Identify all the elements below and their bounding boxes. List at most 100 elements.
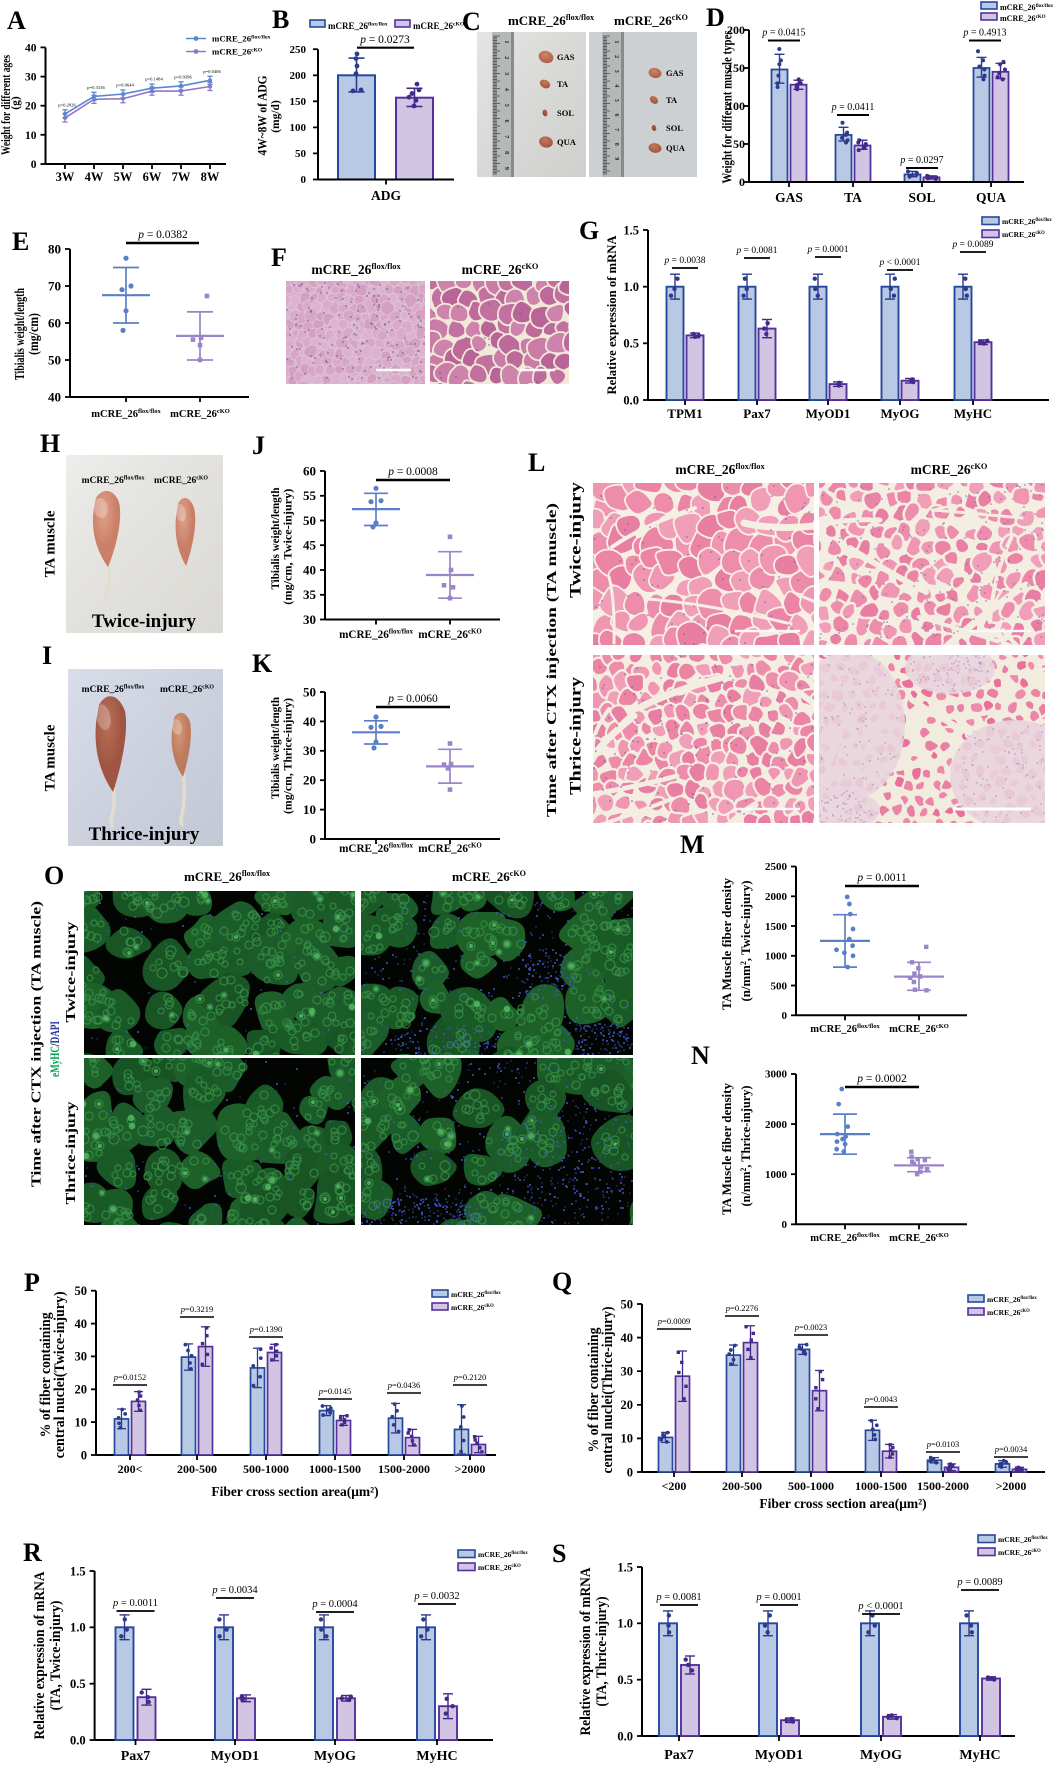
svg-text:10: 10	[75, 1415, 88, 1429]
svg-text:p = 0.0297: p = 0.0297	[899, 155, 943, 166]
svg-text:SOL: SOL	[908, 190, 935, 205]
svg-text:1500: 1500	[765, 921, 788, 933]
svg-text:D: D	[706, 3, 725, 32]
svg-text:10: 10	[303, 802, 316, 817]
svg-text:p=0.0009: p=0.0009	[657, 1316, 690, 1326]
svg-text:2000: 2000	[765, 891, 788, 903]
svg-text:mCRE_26flox/flox: mCRE_26flox/flox	[212, 34, 271, 44]
svg-text:(mg/cm, Twice-injury): (mg/cm, Twice-injury)	[283, 489, 295, 605]
svg-text:TA: TA	[557, 79, 569, 89]
svg-text:50: 50	[295, 148, 307, 160]
svg-text:20: 20	[25, 101, 37, 113]
svg-text:A: A	[7, 6, 26, 35]
svg-text:mCRE_26cKO: mCRE_26cKO	[418, 843, 482, 855]
svg-text:mCRE_26cKO: mCRE_26cKO	[452, 869, 526, 884]
svg-text:Pax7: Pax7	[743, 406, 771, 421]
svg-text:mCRE_26flox/flox: mCRE_26flox/flox	[82, 475, 145, 486]
svg-text:60: 60	[48, 315, 61, 330]
svg-text:1500-2000: 1500-2000	[378, 1462, 430, 1476]
svg-text:Relative expression of mRNA: Relative expression of mRNA	[605, 236, 619, 395]
svg-text:mCRE_26cKO: mCRE_26cKO	[212, 47, 263, 57]
svg-text:mCRE_26cKO: mCRE_26cKO	[1002, 230, 1045, 239]
svg-text:0.0: 0.0	[623, 393, 639, 407]
svg-text:Thrice-injury: Thrice-injury	[89, 824, 200, 845]
svg-text:C: C	[462, 7, 481, 36]
svg-text:40: 40	[303, 562, 316, 577]
svg-text:p=0.2926: p=0.2926	[58, 102, 76, 107]
svg-text:p = 0.0060: p = 0.0060	[387, 693, 438, 705]
svg-text:7: 7	[613, 128, 619, 131]
svg-text:(mg/cm): (mg/cm)	[27, 313, 42, 355]
svg-text:50: 50	[303, 684, 316, 699]
svg-text:6: 6	[613, 114, 619, 117]
svg-text:p=0.3136: p=0.3136	[87, 85, 105, 90]
svg-text:6W: 6W	[143, 170, 162, 184]
svg-text:mCRE_26cKO: mCRE_26cKO	[889, 1023, 949, 1035]
svg-text:MyOG: MyOG	[881, 406, 920, 421]
svg-text:mCRE_26flox/flox: mCRE_26flox/flox	[1002, 217, 1052, 226]
svg-text:F: F	[271, 243, 287, 272]
svg-text:mCRE_26flox/flox: mCRE_26flox/flox	[810, 1023, 880, 1035]
svg-text:Weight for different ages: Weight for different ages	[0, 55, 13, 155]
svg-text:Weight for different muscle ty: Weight for different muscle types	[721, 30, 736, 183]
svg-text:10: 10	[25, 130, 37, 142]
svg-text:mCRE_26cKO: mCRE_26cKO	[418, 629, 482, 641]
svg-text:4W~8W of ADG: 4W~8W of ADG	[256, 75, 270, 155]
svg-text:7: 7	[503, 135, 509, 138]
svg-text:8W: 8W	[201, 170, 220, 184]
svg-text:mCRE_26cKO: mCRE_26cKO	[889, 1232, 949, 1244]
svg-text:0: 0	[627, 1465, 633, 1479]
svg-text:H: H	[40, 429, 60, 458]
svg-text:100: 100	[727, 99, 745, 113]
svg-text:p=0.2276: p=0.2276	[725, 1303, 758, 1313]
svg-text:500: 500	[771, 980, 788, 992]
svg-text:(mg/cm, Thrice-injury): (mg/cm, Thrice-injury)	[283, 698, 295, 814]
svg-text:Thrice-injury: Thrice-injury	[568, 677, 585, 795]
svg-text:>2000: >2000	[455, 1462, 486, 1476]
svg-text:mCRE_26flox/flox: mCRE_26flox/flox	[82, 684, 145, 695]
svg-text:200-500: 200-500	[177, 1462, 217, 1476]
svg-text:50: 50	[621, 1297, 634, 1311]
svg-text:70: 70	[48, 278, 61, 293]
svg-text:Tibialis weight/length: Tibialis weight/length	[13, 288, 28, 380]
svg-text:50: 50	[303, 513, 316, 528]
svg-text:3000: 3000	[765, 1069, 788, 1081]
svg-text:K: K	[252, 649, 273, 678]
svg-text:p=0.2120: p=0.2120	[453, 1372, 486, 1382]
svg-text:p=0.0644: p=0.0644	[116, 82, 134, 87]
svg-text:TA: TA	[844, 190, 862, 205]
svg-text:p=0.9396: p=0.9396	[174, 74, 192, 79]
svg-text:QUA: QUA	[976, 190, 1006, 205]
svg-text:20: 20	[75, 1383, 88, 1397]
svg-text:p < 0.0001: p < 0.0001	[879, 258, 921, 268]
svg-text:1.0: 1.0	[623, 280, 639, 294]
svg-text:500-1000: 500-1000	[788, 1479, 834, 1493]
svg-text:5: 5	[613, 99, 619, 102]
svg-text:<200: <200	[662, 1479, 687, 1493]
svg-text:40: 40	[75, 1317, 88, 1331]
svg-text:p = 0.0415: p = 0.0415	[761, 28, 805, 39]
svg-text:2: 2	[503, 56, 509, 59]
svg-text:% of fiber containing: % of fiber containing	[38, 1312, 54, 1438]
svg-text:3: 3	[503, 72, 509, 75]
svg-text:10: 10	[621, 1432, 634, 1446]
svg-text:TA muscle: TA muscle	[43, 724, 59, 791]
svg-text:p=0.1390: p=0.1390	[249, 1324, 282, 1334]
svg-text:(mg/d): (mg/d)	[270, 100, 282, 133]
svg-text:30: 30	[303, 612, 316, 627]
svg-text:mCRE_26flox/flox: mCRE_26flox/flox	[508, 13, 594, 28]
svg-text:30: 30	[303, 743, 316, 758]
svg-text:Twice-injury: Twice-injury	[92, 611, 197, 632]
svg-text:0: 0	[81, 1448, 87, 1462]
svg-text:3: 3	[613, 70, 619, 73]
svg-text:p=0.0145: p=0.0145	[318, 1386, 351, 1396]
svg-text:mCRE_26flox/flox: mCRE_26flox/flox	[91, 408, 161, 420]
svg-text:1000: 1000	[765, 951, 788, 963]
svg-text:TA: TA	[666, 95, 678, 105]
svg-text:1: 1	[503, 41, 509, 44]
svg-text:80: 80	[48, 241, 61, 256]
svg-text:100: 100	[290, 122, 307, 134]
svg-text:30: 30	[621, 1364, 634, 1378]
svg-text:p = 0.4913: p = 0.4913	[962, 28, 1006, 39]
svg-text:0: 0	[310, 831, 317, 846]
